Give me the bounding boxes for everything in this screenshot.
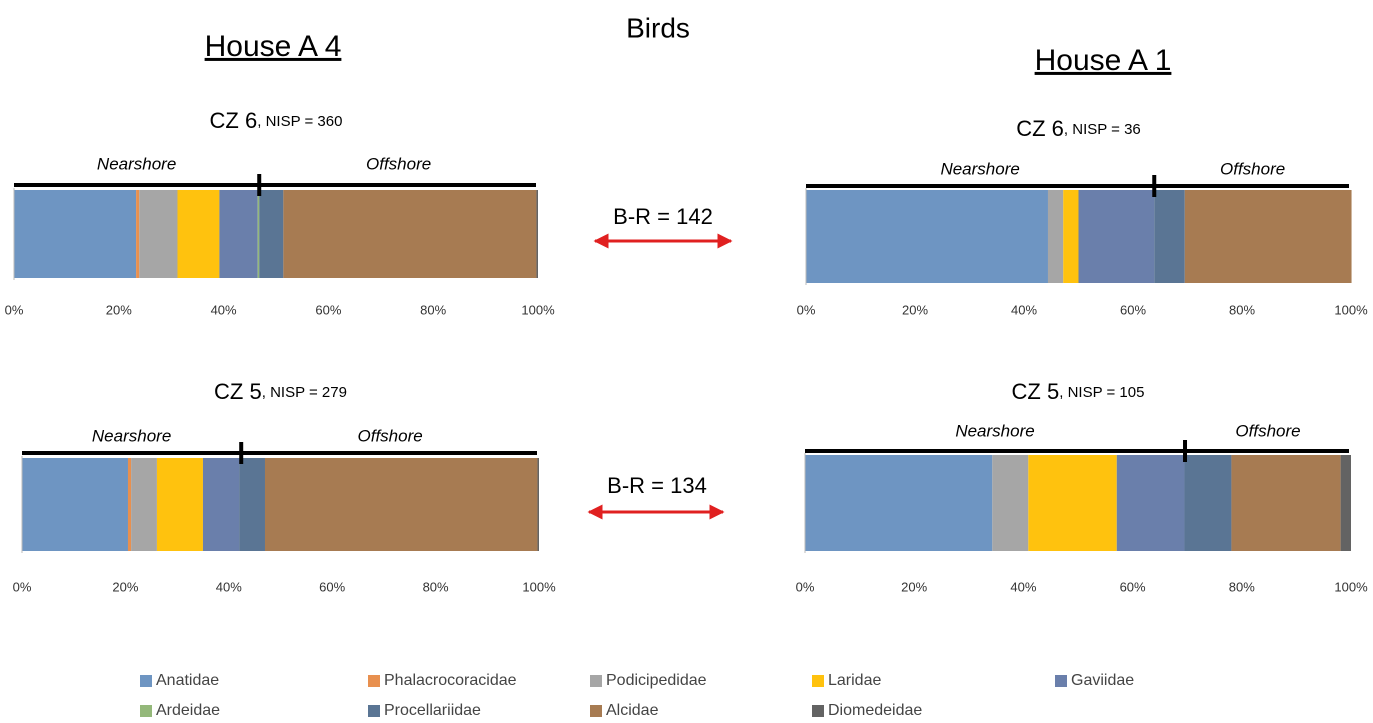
- x-tick-label: 0%: [797, 302, 816, 317]
- chart-subtitle: , NISP = 36: [1064, 121, 1141, 138]
- bar-segment: [992, 455, 1029, 551]
- bar-segment: [257, 190, 260, 278]
- legend-swatch: [140, 675, 152, 687]
- bar-segment: [264, 458, 538, 551]
- x-tick-label: 40%: [1011, 302, 1037, 317]
- bar-segment: [1063, 190, 1079, 283]
- x-tick-label: 40%: [1010, 579, 1036, 594]
- x-tick-label: 60%: [319, 579, 345, 594]
- legend-swatch: [368, 675, 380, 687]
- x-tick-label: 100%: [1334, 302, 1368, 317]
- chart-title-main: CZ 5: [1012, 379, 1060, 404]
- legend-label: Podicipedidae: [606, 672, 707, 689]
- legend-label: Phalacrocoracidae: [384, 672, 517, 689]
- x-tick-label: 0%: [13, 579, 32, 594]
- region-label: Nearshore: [940, 159, 1019, 178]
- chart-title: CZ 6, NISP = 36: [1016, 116, 1141, 141]
- legend-label: Alcidae: [606, 702, 659, 719]
- x-tick-label: 0%: [796, 579, 815, 594]
- bar-segment: [806, 190, 1048, 283]
- bar-segment: [127, 458, 132, 551]
- legend-swatch: [590, 705, 602, 717]
- bar-segment: [1116, 455, 1185, 551]
- house-label: House A 1: [1035, 44, 1172, 77]
- legend-label: Ardeidae: [156, 702, 220, 719]
- house-label: House A 4: [205, 30, 342, 63]
- legend-label: Diomedeidae: [828, 702, 922, 719]
- bar-segment: [14, 190, 137, 278]
- chart-title-main: CZ 5: [214, 379, 262, 404]
- legend-swatch: [812, 675, 824, 687]
- chart-subtitle: , NISP = 360: [257, 113, 342, 130]
- x-tick-label: 100%: [522, 579, 556, 594]
- bar-segment: [202, 458, 240, 551]
- bar-segment: [22, 458, 128, 551]
- legend-swatch: [590, 675, 602, 687]
- x-tick-label: 80%: [420, 302, 446, 317]
- x-tick-label: 60%: [1120, 579, 1146, 594]
- legend-label: Procellariidae: [384, 702, 481, 719]
- legend-swatch: [1055, 675, 1067, 687]
- x-tick-label: 0%: [5, 302, 24, 317]
- bar-segment: [139, 190, 178, 278]
- chart-subtitle: , NISP = 105: [1059, 384, 1144, 401]
- region-label: Offshore: [1235, 421, 1300, 440]
- x-tick-label: 80%: [423, 579, 449, 594]
- region-label: Offshore: [358, 426, 423, 445]
- x-tick-label: 100%: [1334, 579, 1368, 594]
- chart-subtitle: , NISP = 279: [262, 384, 347, 401]
- bar-segment: [1028, 455, 1117, 551]
- legend-label: Gaviidae: [1071, 672, 1134, 689]
- x-tick-label: 20%: [901, 579, 927, 594]
- x-tick-label: 60%: [315, 302, 341, 317]
- x-tick-label: 40%: [211, 302, 237, 317]
- bar-segment: [156, 458, 203, 551]
- x-tick-label: 80%: [1229, 302, 1255, 317]
- region-label: Nearshore: [97, 154, 176, 173]
- region-label: Offshore: [1220, 159, 1285, 178]
- x-tick-label: 100%: [521, 302, 555, 317]
- region-label: Nearshore: [92, 426, 171, 445]
- bar-segment: [1340, 455, 1351, 551]
- x-tick-label: 20%: [112, 579, 138, 594]
- bar-segment: [1154, 190, 1185, 283]
- x-tick-label: 20%: [902, 302, 928, 317]
- bar-segment: [1078, 190, 1155, 283]
- bar-segment: [239, 458, 265, 551]
- x-tick-label: 60%: [1120, 302, 1146, 317]
- bar-segment: [1184, 455, 1232, 551]
- chart-title-main: CZ 6: [1016, 116, 1064, 141]
- bar-segment: [805, 455, 993, 551]
- legend-swatch: [812, 705, 824, 717]
- bar-segment: [259, 190, 284, 278]
- bar-segment: [1231, 455, 1341, 551]
- legend-swatch: [368, 705, 380, 717]
- bar-segment: [1047, 190, 1064, 283]
- chart-title: CZ 5, NISP = 279: [214, 379, 347, 404]
- region-label: Nearshore: [955, 421, 1034, 440]
- x-tick-label: 20%: [106, 302, 132, 317]
- figure-title: Birds: [626, 12, 690, 43]
- bar-segment: [1184, 190, 1352, 283]
- bar-segment: [131, 458, 157, 551]
- comparison-label: B-R = 142: [613, 204, 713, 229]
- bar-segment: [177, 190, 220, 278]
- x-tick-label: 80%: [1229, 579, 1255, 594]
- legend-swatch: [140, 705, 152, 717]
- bar-segment: [537, 458, 539, 551]
- chart-title-main: CZ 6: [210, 108, 258, 133]
- bar-segment: [536, 190, 538, 278]
- region-label: Offshore: [366, 154, 431, 173]
- bar-segment: [219, 190, 258, 278]
- bar-segment: [283, 190, 537, 278]
- chart-title: CZ 5, NISP = 105: [1012, 379, 1145, 404]
- bar-segment: [136, 190, 140, 278]
- legend-label: Laridae: [828, 672, 881, 689]
- comparison-label: B-R = 134: [607, 473, 707, 498]
- legend-label: Anatidae: [156, 672, 219, 689]
- x-tick-label: 40%: [216, 579, 242, 594]
- chart-title: CZ 6, NISP = 360: [210, 108, 343, 133]
